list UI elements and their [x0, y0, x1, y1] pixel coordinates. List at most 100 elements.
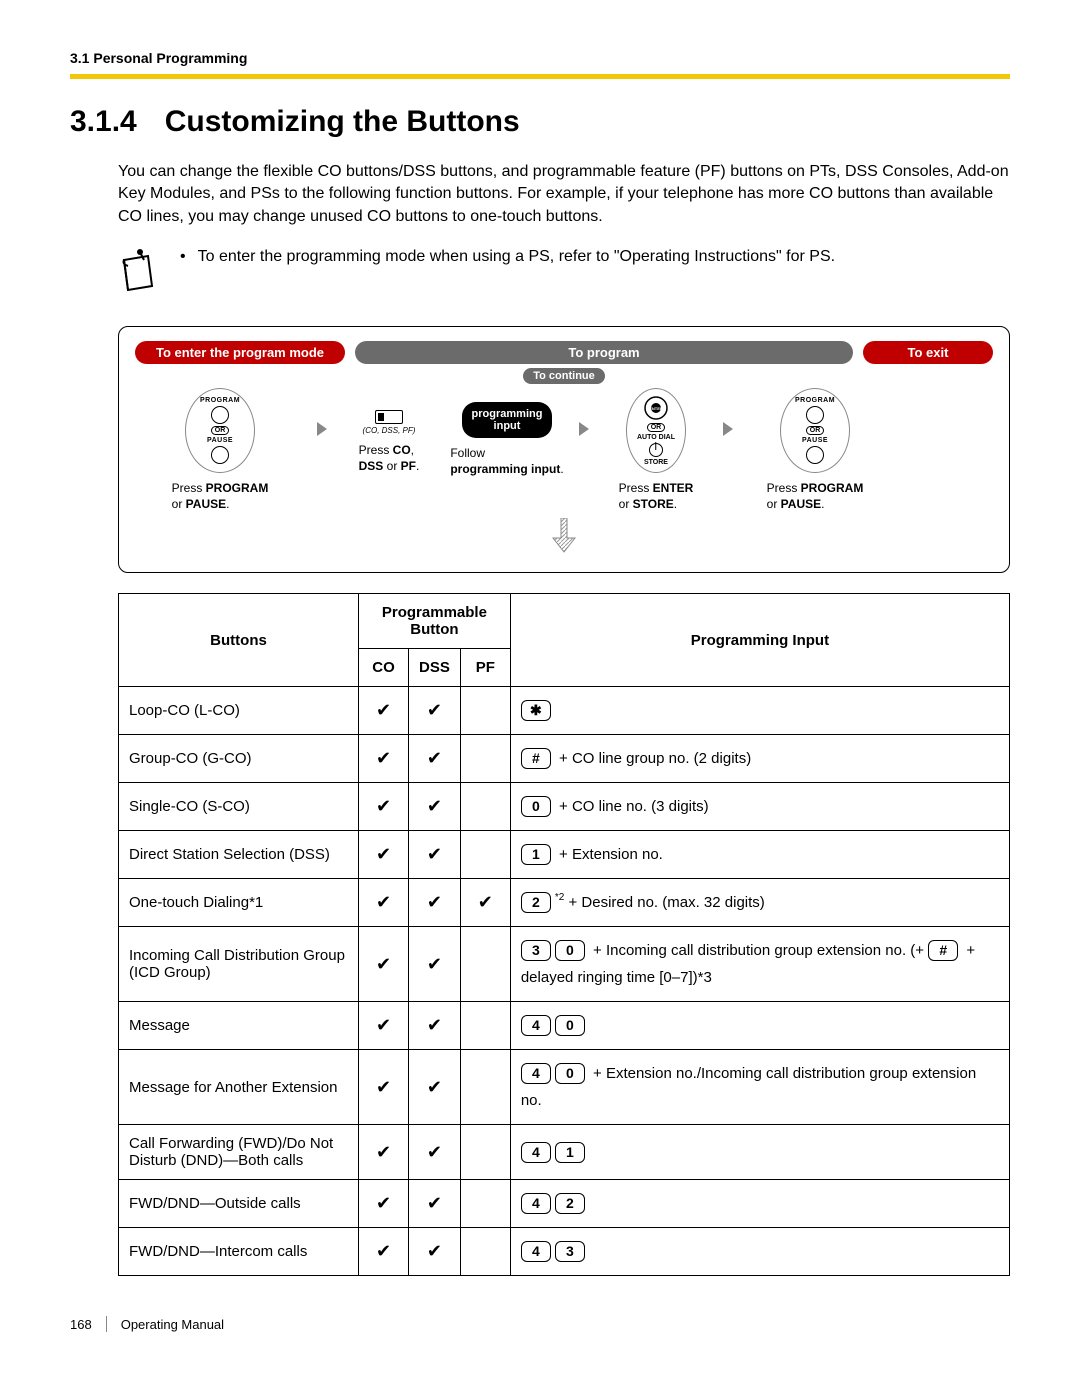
key-icon: 0: [521, 796, 551, 817]
table-row: Incoming Call Distribution Group (ICD Gr…: [119, 927, 1010, 1002]
cell-co: ✔: [359, 879, 409, 927]
section-text: Customizing the Buttons: [165, 105, 520, 139]
intro-paragraph: You can change the flexible CO buttons/D…: [118, 161, 1010, 228]
program-button-icon: [806, 406, 824, 424]
pause-button-icon: [211, 446, 229, 464]
cell-programming-input: 0 + CO line no. (3 digits): [510, 783, 1009, 831]
yellow-rule: [70, 74, 1010, 79]
programming-input-pill: programminginput: [462, 402, 553, 438]
note-text: • To enter the programming mode when usi…: [180, 246, 835, 268]
cell-co: ✔: [359, 1050, 409, 1125]
cell-co: ✔: [359, 1228, 409, 1276]
programming-table: Buttons ProgrammableButton Programming I…: [118, 593, 1010, 1276]
th-co: CO: [359, 649, 409, 687]
program-pause-group-left: PROGRAM OR PAUSE: [185, 388, 255, 473]
cell-dss: ✔: [409, 1180, 461, 1228]
table-row: Message for Another Extension✔✔40 + Exte…: [119, 1050, 1010, 1125]
cell-button-name: Message: [119, 1002, 359, 1050]
cell-dss: ✔: [409, 927, 461, 1002]
arrow-icon: [579, 422, 589, 436]
key-icon: 2: [555, 1193, 585, 1214]
pause-button-icon: [806, 446, 824, 464]
section-title: 3.1.4 Customizing the Buttons: [70, 105, 1010, 139]
cell-button-name: Loop-CO (L-CO): [119, 687, 359, 735]
arrow-icon: [317, 422, 327, 436]
cell-pf: [460, 1228, 510, 1276]
caption-5: Press PROGRAM or PAUSE.: [767, 481, 864, 512]
th-programmable-button: ProgrammableButton: [359, 594, 511, 649]
key-icon: ✱: [521, 700, 551, 721]
cell-programming-input: # + CO line group no. (2 digits): [510, 735, 1009, 783]
cell-pf: [460, 783, 510, 831]
cell-pf: [460, 927, 510, 1002]
cell-pf: [460, 1002, 510, 1050]
key-icon: 4: [521, 1193, 551, 1214]
cell-co: ✔: [359, 783, 409, 831]
section-number: 3.1.4: [70, 105, 137, 139]
cell-button-name: FWD/DND—Outside calls: [119, 1180, 359, 1228]
cell-button-name: Single-CO (S-CO): [119, 783, 359, 831]
down-arrow-icon: [135, 518, 993, 554]
table-row: FWD/DND—Intercom calls✔✔43: [119, 1228, 1010, 1276]
program-pause-group-right: PROGRAM OR PAUSE: [780, 388, 850, 473]
key-icon: 1: [555, 1142, 585, 1163]
pill-to-exit: To exit: [863, 341, 993, 364]
caption-3: Follow programming input.: [450, 446, 563, 477]
cell-programming-input: 1 + Extension no.: [510, 831, 1009, 879]
program-button-icon: [211, 406, 229, 424]
cell-co: ✔: [359, 927, 409, 1002]
co-button-icon: [375, 410, 403, 424]
key-icon: 2: [521, 892, 551, 913]
cell-button-name: Group-CO (G-CO): [119, 735, 359, 783]
cell-programming-input: 2*2 + Desired no. (max. 32 digits): [510, 879, 1009, 927]
pill-to-program: To program: [355, 341, 853, 364]
cell-pf: [460, 1125, 510, 1180]
th-programming-input: Programming Input: [510, 594, 1009, 687]
key-icon: 4: [521, 1241, 551, 1262]
cell-co: ✔: [359, 687, 409, 735]
table-row: Call Forwarding (FWD)/Do Not Disturb (DN…: [119, 1125, 1010, 1180]
cell-button-name: Direct Station Selection (DSS): [119, 831, 359, 879]
footer-title: Operating Manual: [121, 1317, 224, 1332]
cell-co: ✔: [359, 1002, 409, 1050]
programming-diagram: To enter the program mode To program To …: [118, 326, 1010, 573]
cell-pf: [460, 735, 510, 783]
cell-dss: ✔: [409, 735, 461, 783]
key-icon: 0: [555, 1015, 585, 1036]
cell-dss: ✔: [409, 783, 461, 831]
note-icon: [118, 246, 162, 296]
cell-programming-input: 30 + Incoming call distribution group ex…: [510, 927, 1009, 1002]
page-number: 168: [70, 1317, 92, 1332]
cell-programming-input: 40: [510, 1002, 1009, 1050]
cell-co: ✔: [359, 831, 409, 879]
enter-nav-icon: ENTER: [643, 395, 669, 421]
table-row: Direct Station Selection (DSS)✔✔1 + Exte…: [119, 831, 1010, 879]
cell-button-name: Message for Another Extension: [119, 1050, 359, 1125]
page-footer: 168 Operating Manual: [70, 1316, 1010, 1332]
cell-co: ✔: [359, 1180, 409, 1228]
arrow-icon: [723, 422, 733, 436]
caption-1: Press PROGRAM or PAUSE.: [172, 481, 269, 512]
cell-dss: ✔: [409, 687, 461, 735]
enter-store-group: ENTER OR AUTO DIAL STORE: [626, 388, 686, 473]
cell-dss: ✔: [409, 1228, 461, 1276]
cell-dss: ✔: [409, 1125, 461, 1180]
table-row: Message✔✔40: [119, 1002, 1010, 1050]
key-icon: 0: [555, 940, 585, 961]
pill-to-continue: To continue: [523, 368, 605, 384]
cell-pf: [460, 687, 510, 735]
cell-programming-input: 41: [510, 1125, 1009, 1180]
cell-button-name: Incoming Call Distribution Group (ICD Gr…: [119, 927, 359, 1002]
cell-pf: ✔: [460, 879, 510, 927]
cell-programming-input: 40 + Extension no./Incoming call distrib…: [510, 1050, 1009, 1125]
cell-dss: ✔: [409, 1002, 461, 1050]
key-icon: #: [521, 748, 551, 769]
cell-co: ✔: [359, 735, 409, 783]
table-row: Group-CO (G-CO)✔✔# + CO line group no. (…: [119, 735, 1010, 783]
cell-programming-input: 43: [510, 1228, 1009, 1276]
cell-dss: ✔: [409, 1050, 461, 1125]
caption-2: Press CO, DSS or PF.: [359, 443, 420, 474]
cell-button-name: One-touch Dialing*1: [119, 879, 359, 927]
cell-dss: ✔: [409, 831, 461, 879]
table-row: One-touch Dialing*1✔✔✔2*2 + Desired no. …: [119, 879, 1010, 927]
